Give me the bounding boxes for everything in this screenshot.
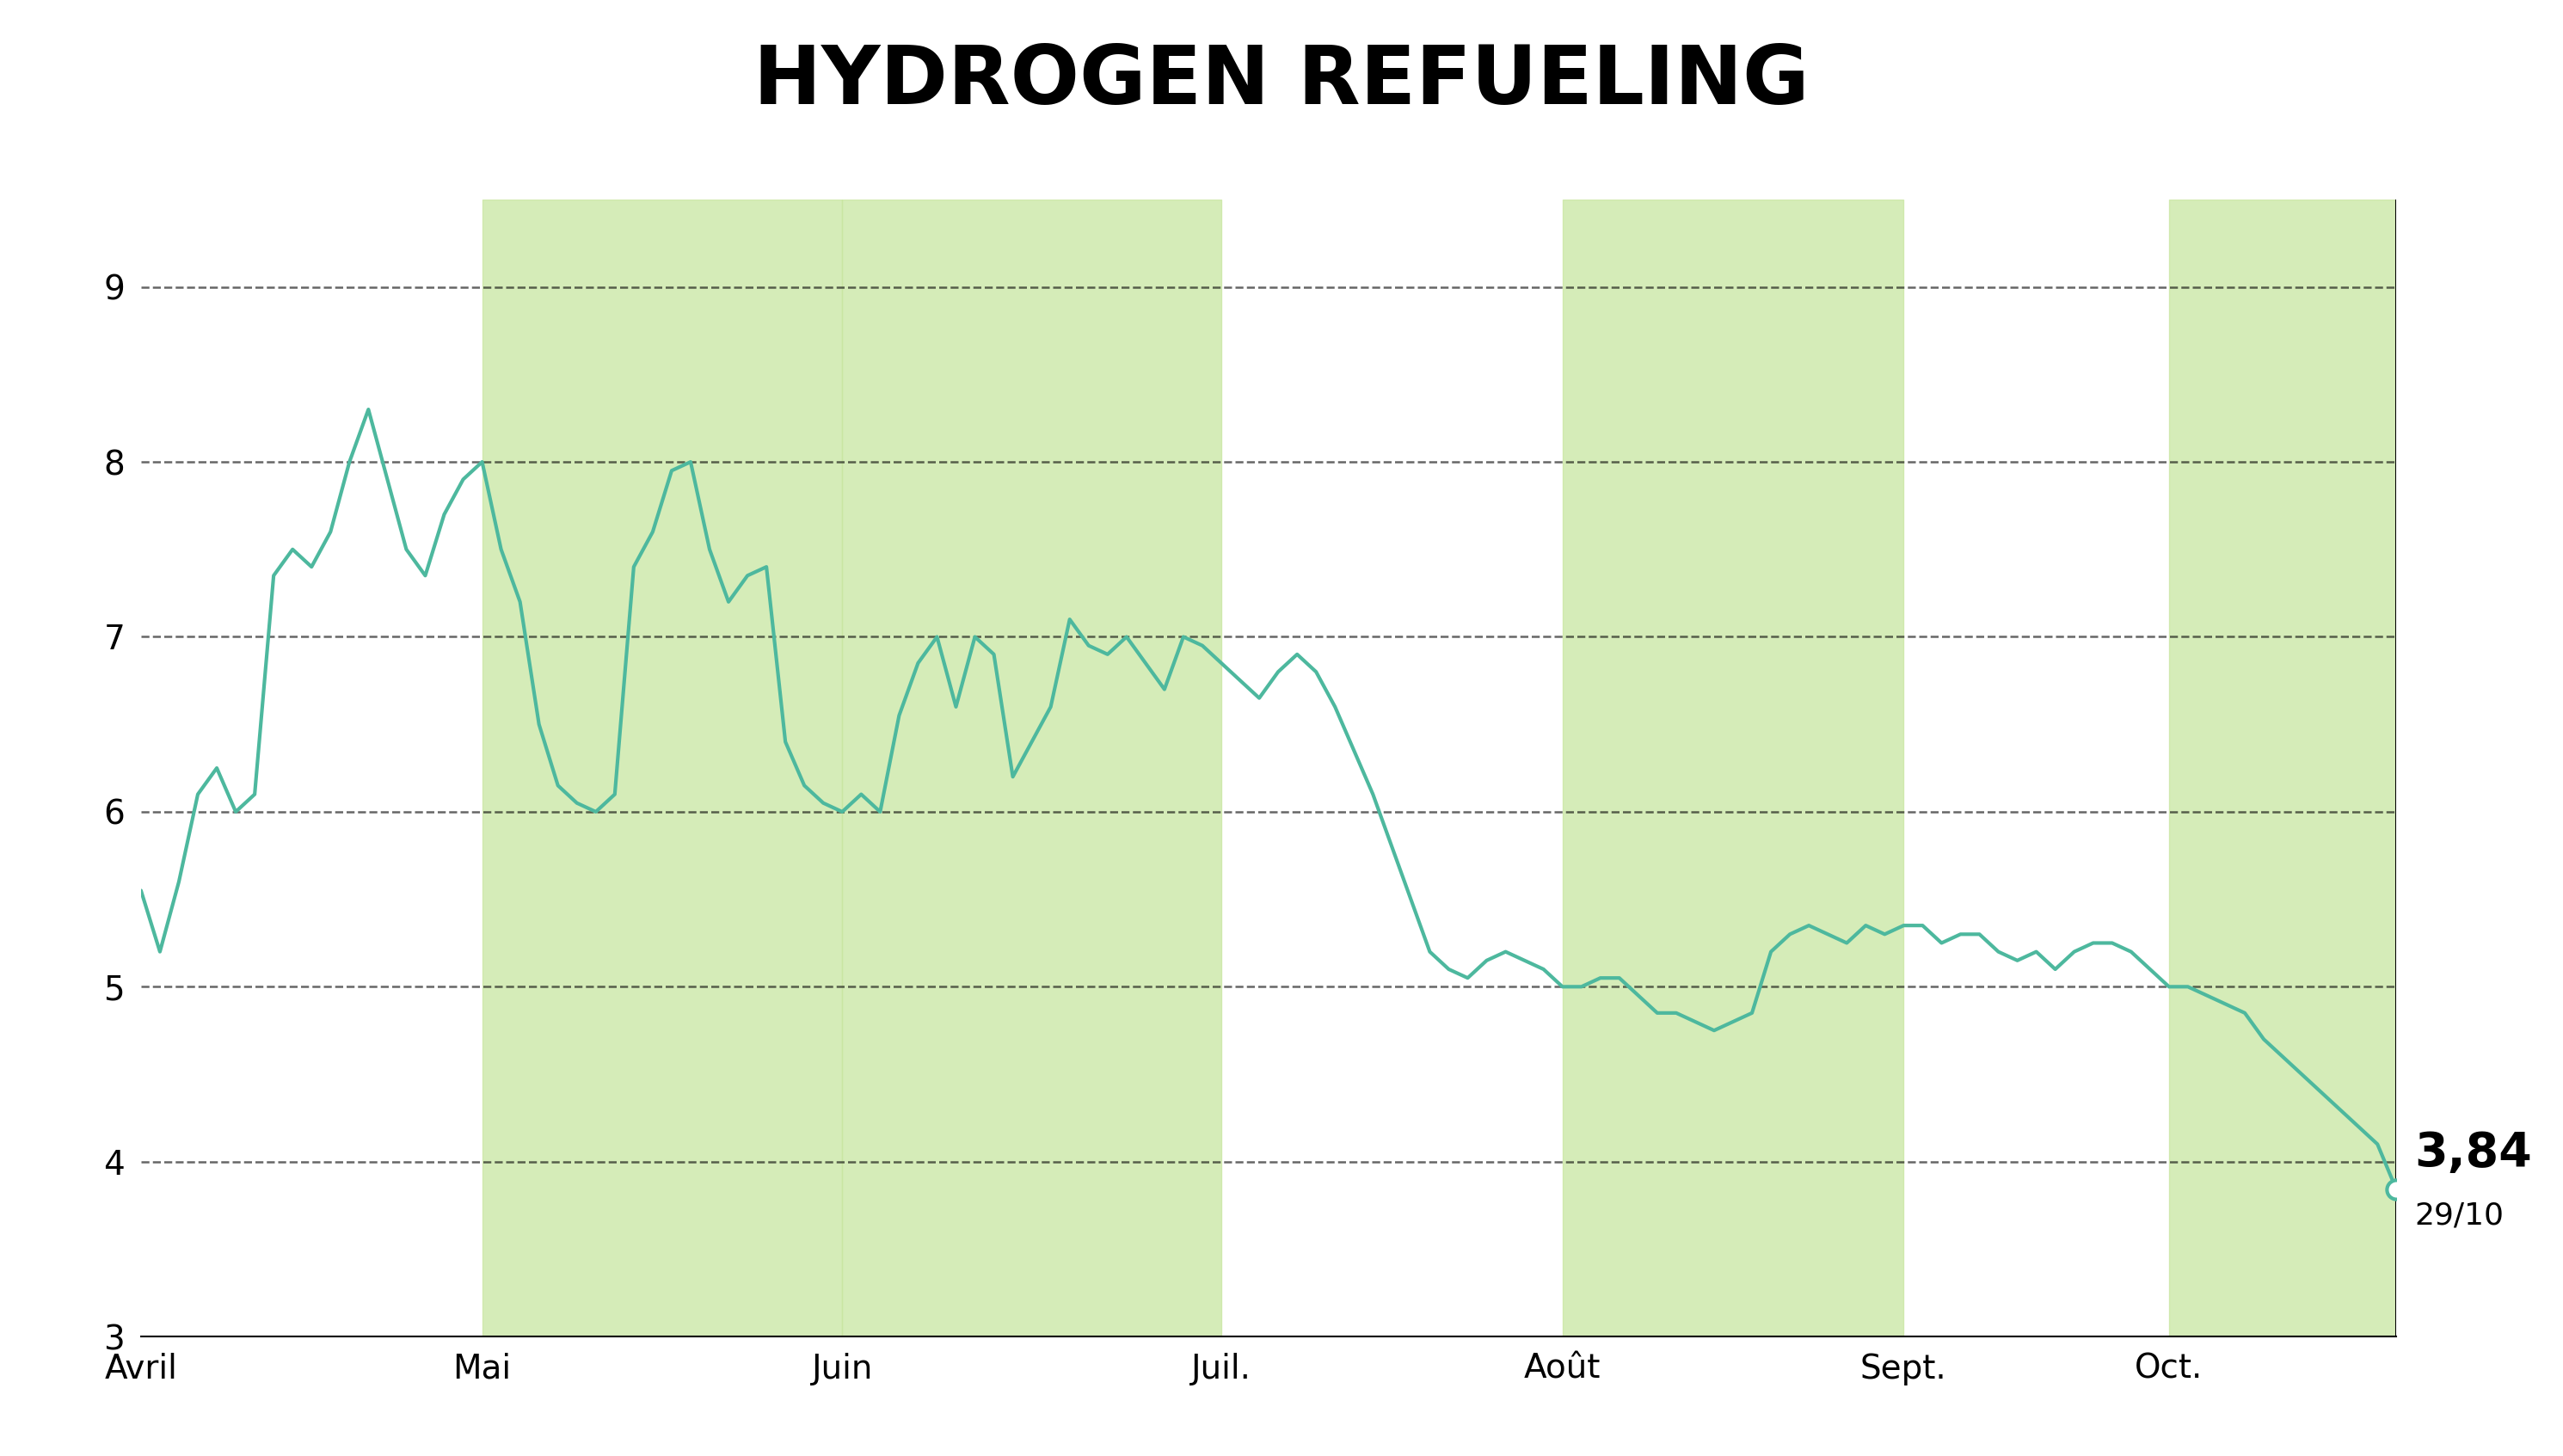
Bar bbox=[843, 199, 1223, 1337]
Text: 3,84: 3,84 bbox=[2414, 1130, 2532, 1176]
Text: HYDROGEN REFUELING: HYDROGEN REFUELING bbox=[754, 42, 1809, 121]
Text: 29/10: 29/10 bbox=[2414, 1201, 2504, 1230]
Bar bbox=[2168, 199, 2396, 1337]
Bar bbox=[1563, 199, 1904, 1337]
Bar bbox=[482, 199, 843, 1337]
